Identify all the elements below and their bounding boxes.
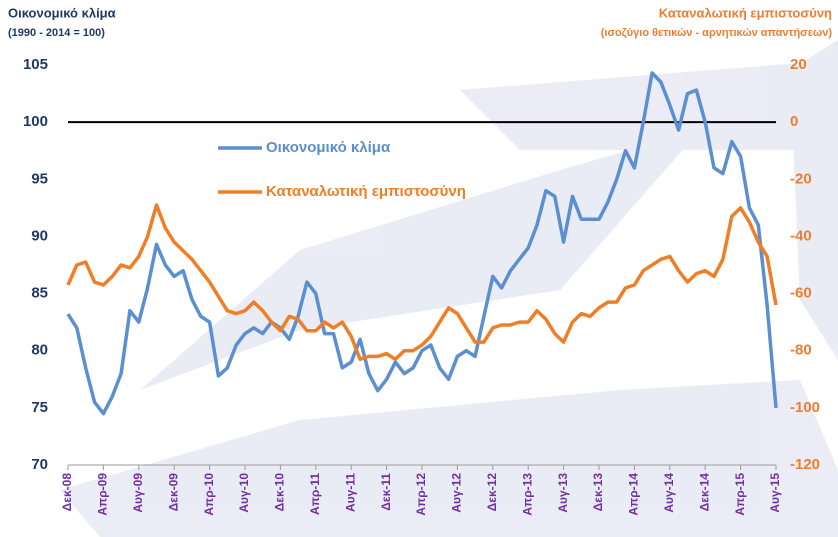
x-tick-label: Απρ-10 [202,473,216,516]
x-tick-label: Δεκ-12 [485,473,499,512]
y2-title: Καταναλωτική εμπιστοσύνη [659,5,832,20]
x-tick-label: Απρ-13 [520,473,534,516]
y-tick-label: 95 [31,170,48,187]
x-tick-label: Δεκ-08 [60,473,74,512]
y2-tick-label: -20 [790,170,812,187]
y-tick-label: 90 [31,227,48,244]
y-tick-label: 85 [31,285,48,302]
x-tick-label: Δεκ-13 [591,473,605,512]
x-tick-label: Απρ-15 [733,473,747,516]
x-tick-label: Δεκ-10 [273,473,287,512]
x-tick-label: Αυγ-15 [768,473,782,513]
x-tick-label: Απρ-11 [308,473,322,515]
x-tick-label: Αυγ-11 [343,473,357,512]
legend-label: Οικονομικό κλίμα [266,139,391,156]
x-tick-label: Αυγ-14 [662,473,676,513]
y2-subtitle: (ισοζύγιο θετικών - αρνητικών απαντήσεων… [601,27,833,39]
y2-tick-label: -60 [790,285,812,302]
y-tick-label: 75 [31,399,48,416]
y2-tick-label: -120 [790,456,820,473]
x-tick-label: Δεκ-09 [166,473,180,512]
chart: Οικονομικό κλίμα (1990 - 2014 = 100) Κατ… [0,0,838,537]
y2-tick-label: -40 [790,227,812,244]
x-tick-label: Απρ-09 [96,473,110,516]
y2-tick-label: -100 [790,399,820,416]
y-tick-label: 100 [23,113,48,130]
x-tick-label: Αυγ-12 [450,473,464,513]
y-subtitle: (1990 - 2014 = 100) [8,27,105,39]
x-tick-label: Δεκ-11 [379,473,393,511]
y-tick-label: 105 [23,56,48,73]
y-title: Οικονομικό κλίμα [8,5,116,20]
y2-tick-label: 0 [790,113,798,130]
legend-label: Καταναλωτική εμπιστοσύνη [266,183,466,200]
y2-tick-label: 20 [790,56,807,73]
x-tick-label: Αυγ-09 [131,473,145,513]
y-tick-label: 80 [31,342,48,359]
x-tick-label: Απρ-12 [414,473,428,516]
x-tick-label: Αυγ-13 [556,473,570,513]
x-tick-label: Απρ-14 [627,473,641,516]
background-arrows [60,40,838,537]
y2-tick-label: -80 [790,342,812,359]
x-tick-label: Αυγ-10 [237,473,251,513]
y-tick-label: 70 [31,456,48,473]
x-tick-label: Δεκ-14 [697,473,711,512]
